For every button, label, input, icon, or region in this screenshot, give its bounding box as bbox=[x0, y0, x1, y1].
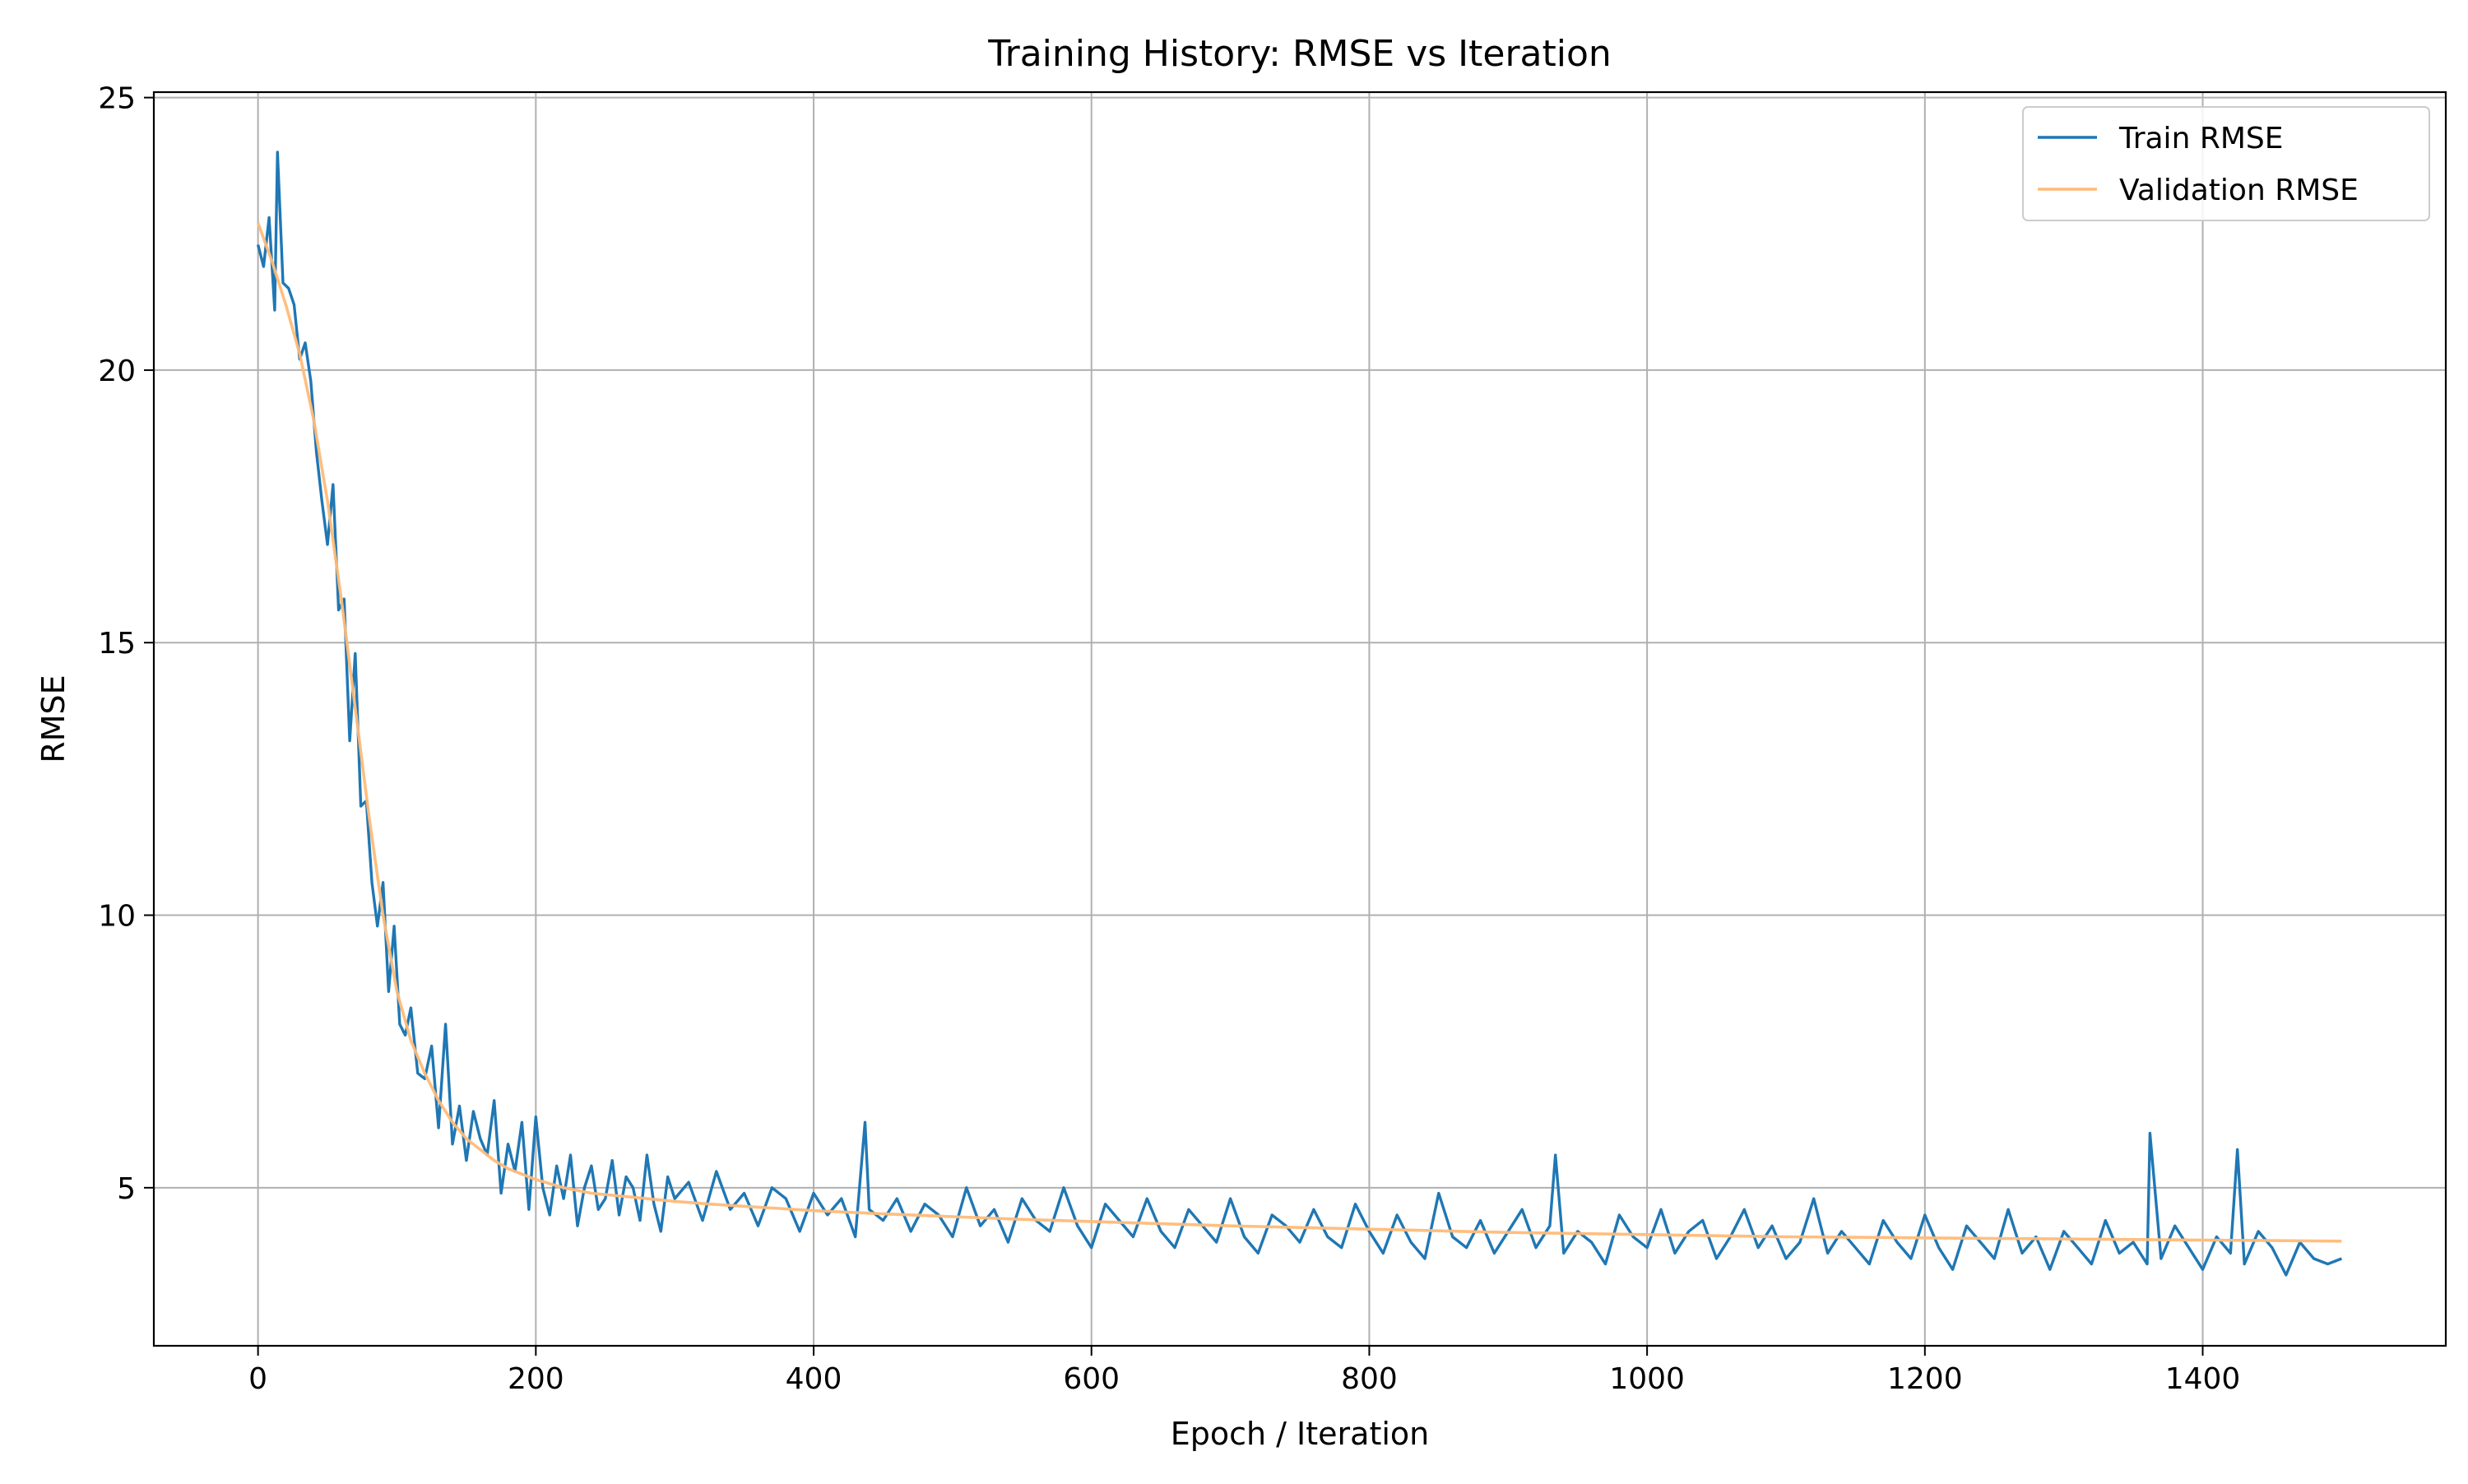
plot-frame bbox=[152, 90, 2447, 1347]
chart-title: Training History: RMSE vs Iteration bbox=[987, 33, 1612, 75]
train-rmse-line bbox=[256, 151, 2343, 1277]
legend-label-train: Train RMSE bbox=[2118, 122, 2284, 155]
x-tick-label: 400 bbox=[786, 1362, 842, 1396]
legend-box bbox=[2022, 106, 2430, 221]
x-tick-label: 1400 bbox=[2165, 1362, 2241, 1396]
x-tick-label: 800 bbox=[1341, 1362, 1398, 1396]
y-tick-label: 5 bbox=[117, 1172, 136, 1206]
x-tick-label: 1000 bbox=[1609, 1362, 1685, 1396]
series-layer bbox=[256, 151, 2343, 1277]
x-tick-label: 1200 bbox=[1887, 1362, 1963, 1396]
y-tick-label: 20 bbox=[98, 355, 136, 388]
x-tick-label: 200 bbox=[508, 1362, 564, 1396]
x-tick-label: 600 bbox=[1063, 1362, 1120, 1396]
y-tick-label: 25 bbox=[98, 82, 136, 116]
grid-lines bbox=[154, 92, 2446, 1346]
legend-label-validation: Validation RMSE bbox=[2119, 174, 2359, 207]
y-axis-label: RMSE bbox=[35, 675, 72, 763]
legend: Train RMSE Validation RMSE bbox=[2022, 106, 2430, 221]
y-tick-label: 10 bbox=[98, 900, 136, 934]
x-tick-label: 0 bbox=[248, 1362, 267, 1396]
axis-ticks: 0 200 400 600 800 1000 1200 1400 5 10 15 20 25 bbox=[98, 82, 2240, 1396]
y-tick-label: 15 bbox=[98, 627, 136, 661]
x-axis-label: Epoch / Iteration bbox=[1171, 1416, 1430, 1452]
validation-rmse-line bbox=[256, 222, 2342, 1243]
